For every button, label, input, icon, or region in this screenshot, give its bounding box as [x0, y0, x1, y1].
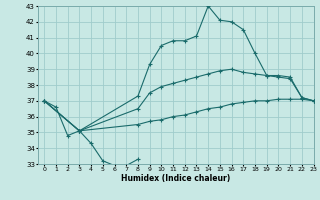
- X-axis label: Humidex (Indice chaleur): Humidex (Indice chaleur): [121, 174, 231, 183]
